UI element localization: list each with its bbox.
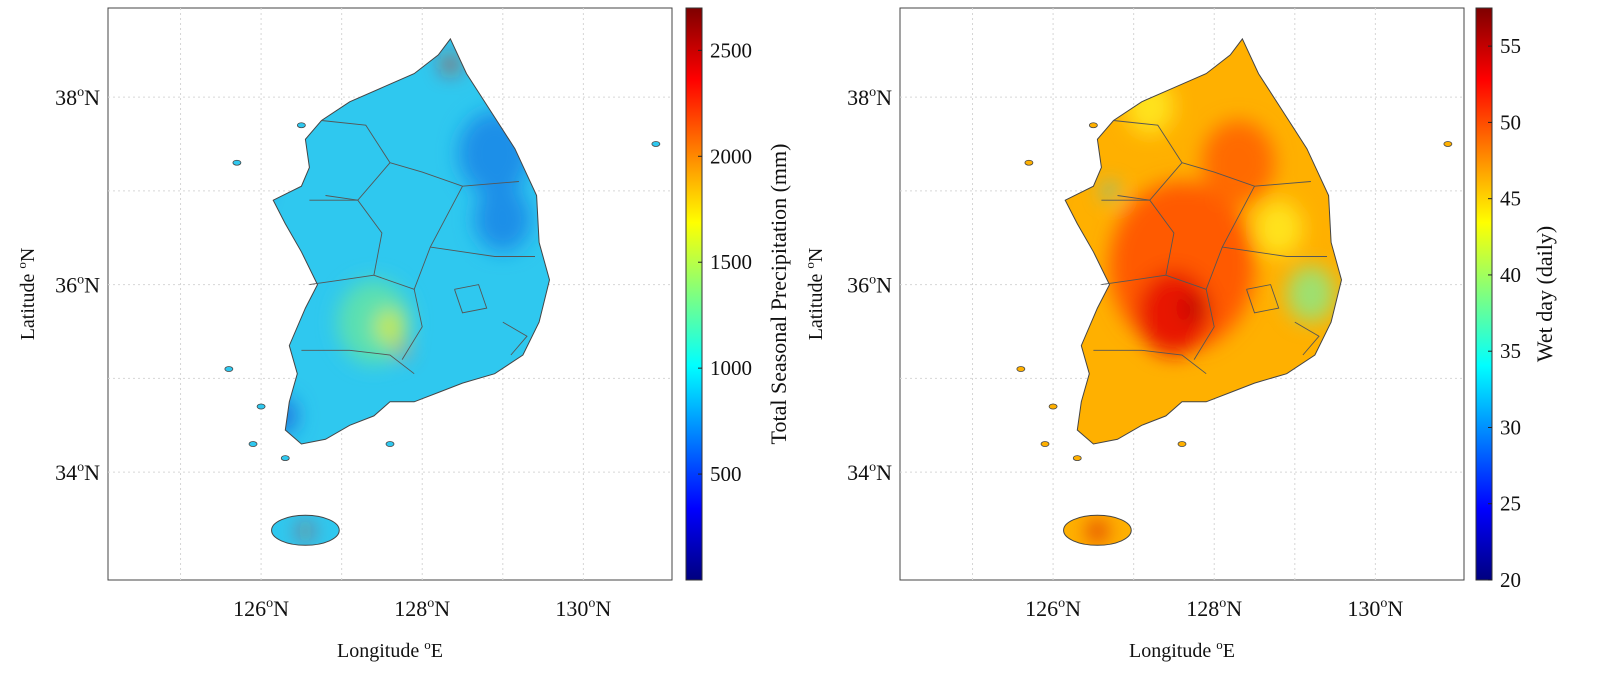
small-island: [248, 441, 258, 447]
x-tick-label: 126oN: [1025, 596, 1081, 621]
colorbar-tick-label: 1500: [710, 250, 752, 274]
x-tick-label: 128oN: [1186, 596, 1242, 621]
map-value-blob: [396, 343, 408, 357]
province-boundary: [1222, 246, 1327, 257]
precip-y-axis-label: Latitude oN: [14, 248, 39, 341]
x-tick-label: 126oN: [233, 596, 289, 621]
small-island: [1443, 141, 1453, 147]
precip-panel: 126oN 128oN 130oN 38oN 36oN 34oN Longitude o…: [14, 7, 791, 662]
small-island: [280, 455, 290, 461]
precip-grid: [108, 8, 672, 580]
province-boundary: [301, 349, 415, 375]
precip-y-ticks: 38oN 36oN 34oN: [55, 85, 100, 485]
colorbar-tick-label: 2500: [710, 38, 752, 62]
wetday-colorbar: [1475, 7, 1493, 581]
wetday-colorbar-label: Wet day (daily): [1532, 226, 1557, 362]
map-value-blob: [1103, 183, 1116, 199]
small-island: [651, 141, 661, 147]
province-boundary: [1101, 274, 1166, 286]
jeju-island: [271, 514, 340, 546]
small-island: [1072, 455, 1082, 461]
small-island: [1048, 403, 1058, 410]
small-island: [1024, 159, 1034, 166]
small-island: [1177, 441, 1187, 447]
colorbar-tick-label: 40: [1500, 263, 1521, 287]
colorbar-tick-label: 25: [1500, 492, 1521, 516]
wetday-y-axis-label: Latitude oN: [802, 248, 827, 341]
map-value-blob: [299, 524, 312, 538]
map-value-blob: [1182, 294, 1207, 323]
wetday-x-ticks: 126oN 128oN 130oN: [1025, 596, 1403, 621]
coastline: [272, 37, 551, 445]
map-value-blob: [1286, 265, 1336, 323]
province-boundary: [1246, 284, 1280, 314]
small-island: [1040, 441, 1050, 447]
x-tick-label: 130oN: [555, 596, 611, 621]
map-value-blob: [443, 55, 458, 73]
colorbar-tick-label: 1000: [710, 356, 752, 380]
small-island: [224, 366, 234, 372]
province-boundary: [454, 284, 488, 314]
wetday-colorbar-ticks: 20 25 30 35 40 45 50 55: [1488, 34, 1521, 592]
colorbar-tick-label: 55: [1500, 34, 1521, 58]
province-boundary: [1193, 289, 1215, 360]
x-tick-label: 130oN: [1347, 596, 1403, 621]
y-tick-label: 38oN: [847, 85, 892, 110]
colorbar-tick-label: 20: [1500, 568, 1521, 592]
y-tick-label: 36oN: [55, 273, 100, 298]
y-tick-label: 34oN: [55, 460, 100, 485]
y-tick-label: 36oN: [847, 273, 892, 298]
map-value-blob: [1137, 270, 1211, 355]
map-value-blob: [375, 309, 405, 344]
map-value-blob: [474, 186, 531, 252]
province-boundary: [430, 246, 535, 257]
colorbar-tick-label: 30: [1500, 415, 1521, 439]
precip-colorbar-ticks: 500 1000 1500 2000 2500: [698, 38, 752, 486]
small-island: [296, 122, 306, 129]
province-boundary: [401, 289, 423, 360]
x-tick-label: 128oN: [394, 596, 450, 621]
small-island: [256, 403, 266, 410]
y-tick-label: 38oN: [55, 85, 100, 110]
small-island: [1016, 366, 1026, 372]
colorbar-tick-label: 2000: [710, 144, 752, 168]
wetday-y-ticks: 38oN 36oN 34oN: [847, 85, 892, 485]
precip-colorbar: [685, 7, 703, 581]
precip-x-axis-label: Longitude oE: [337, 637, 443, 662]
province-boundary: [309, 274, 374, 286]
y-tick-label: 34oN: [847, 460, 892, 485]
wetday-panel: 126oN 128oN 130oN 38oN 36oN 34oN Longitude o…: [802, 7, 1557, 662]
precip-x-ticks: 126oN 128oN 130oN: [233, 596, 611, 621]
small-island: [385, 441, 395, 447]
province-boundary: [1294, 321, 1320, 356]
colorbar-tick-label: 50: [1500, 110, 1521, 134]
colorbar-tick-label: 45: [1500, 187, 1521, 211]
colorbar-tick-label: 35: [1500, 339, 1521, 363]
map-value-blob: [1089, 521, 1106, 541]
precip-colorbar-label: Total Seasonal Precipitation (mm): [766, 144, 791, 445]
province-boundary: [1181, 162, 1311, 187]
province-boundary: [389, 162, 519, 187]
province-boundary: [1093, 349, 1207, 375]
colorbar-tick-label: 500: [710, 462, 742, 486]
small-island: [232, 159, 242, 166]
map-value-blob: [1202, 120, 1275, 205]
small-island: [1088, 122, 1098, 129]
map-value-blob: [1254, 200, 1303, 257]
coastline: [1064, 37, 1343, 445]
wetday-x-axis-label: Longitude oE: [1129, 637, 1235, 662]
jeju-island: [1063, 514, 1132, 546]
province-boundary: [502, 321, 528, 356]
